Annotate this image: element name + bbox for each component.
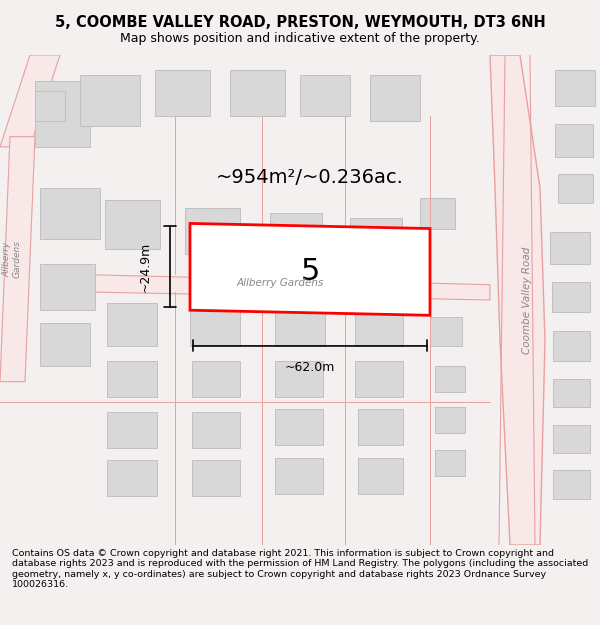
FancyBboxPatch shape — [230, 70, 285, 116]
FancyBboxPatch shape — [553, 331, 590, 361]
Polygon shape — [490, 55, 545, 545]
FancyBboxPatch shape — [190, 305, 240, 346]
FancyBboxPatch shape — [105, 200, 160, 249]
Text: Map shows position and indicative extent of the property.: Map shows position and indicative extent… — [120, 32, 480, 45]
FancyBboxPatch shape — [35, 81, 90, 147]
FancyBboxPatch shape — [350, 218, 402, 264]
FancyBboxPatch shape — [430, 318, 462, 346]
FancyBboxPatch shape — [107, 412, 157, 448]
Text: ~62.0m: ~62.0m — [285, 361, 335, 374]
FancyBboxPatch shape — [355, 361, 403, 397]
Text: ~954m²/~0.236ac.: ~954m²/~0.236ac. — [216, 168, 404, 187]
FancyBboxPatch shape — [107, 361, 157, 397]
FancyBboxPatch shape — [35, 91, 65, 121]
FancyBboxPatch shape — [553, 379, 590, 408]
FancyBboxPatch shape — [275, 458, 323, 494]
FancyBboxPatch shape — [185, 208, 240, 254]
FancyBboxPatch shape — [370, 76, 420, 121]
Text: Allberry Gardens: Allberry Gardens — [236, 278, 323, 288]
Text: Contains OS data © Crown copyright and database right 2021. This information is : Contains OS data © Crown copyright and d… — [12, 549, 588, 589]
Text: 5, COOMBE VALLEY ROAD, PRESTON, WEYMOUTH, DT3 6NH: 5, COOMBE VALLEY ROAD, PRESTON, WEYMOUTH… — [55, 16, 545, 31]
Text: Allberry
Gardens: Allberry Gardens — [2, 240, 22, 278]
FancyBboxPatch shape — [550, 232, 590, 264]
Polygon shape — [0, 55, 60, 147]
FancyBboxPatch shape — [355, 305, 403, 346]
FancyBboxPatch shape — [435, 366, 465, 392]
FancyBboxPatch shape — [435, 450, 465, 476]
FancyBboxPatch shape — [40, 324, 90, 366]
Text: Coombe Valley Road: Coombe Valley Road — [522, 246, 532, 354]
FancyBboxPatch shape — [40, 188, 100, 239]
Text: ~24.9m: ~24.9m — [139, 242, 152, 292]
Polygon shape — [80, 274, 490, 300]
FancyBboxPatch shape — [435, 408, 465, 432]
FancyBboxPatch shape — [553, 424, 590, 453]
FancyBboxPatch shape — [358, 458, 403, 494]
Polygon shape — [190, 223, 430, 315]
FancyBboxPatch shape — [107, 303, 157, 346]
FancyBboxPatch shape — [192, 460, 240, 496]
FancyBboxPatch shape — [555, 124, 593, 157]
FancyBboxPatch shape — [192, 412, 240, 448]
FancyBboxPatch shape — [420, 198, 455, 229]
FancyBboxPatch shape — [558, 174, 593, 203]
Text: 5: 5 — [301, 257, 320, 286]
FancyBboxPatch shape — [552, 282, 590, 312]
FancyBboxPatch shape — [553, 471, 590, 499]
FancyBboxPatch shape — [275, 305, 325, 346]
FancyBboxPatch shape — [192, 361, 240, 397]
FancyBboxPatch shape — [155, 70, 210, 116]
FancyBboxPatch shape — [275, 409, 323, 445]
FancyBboxPatch shape — [107, 460, 157, 496]
FancyBboxPatch shape — [275, 361, 323, 397]
FancyBboxPatch shape — [555, 70, 595, 106]
FancyBboxPatch shape — [40, 264, 95, 310]
FancyBboxPatch shape — [300, 76, 350, 116]
Polygon shape — [0, 137, 35, 382]
FancyBboxPatch shape — [270, 213, 322, 259]
FancyBboxPatch shape — [358, 409, 403, 445]
FancyBboxPatch shape — [80, 76, 140, 126]
